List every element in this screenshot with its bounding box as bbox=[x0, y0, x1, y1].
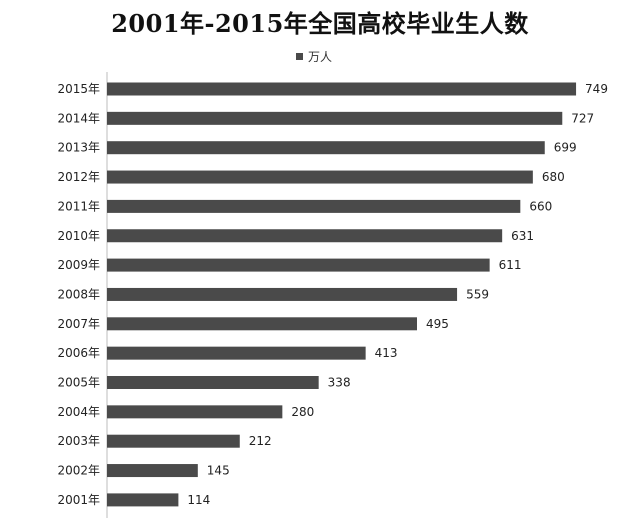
bar bbox=[107, 346, 366, 360]
data-label: 660 bbox=[529, 199, 552, 213]
y-tick-label: 2011年 bbox=[57, 199, 100, 213]
y-tick-label: 2004年 bbox=[57, 405, 100, 419]
y-tick-label: 2009年 bbox=[57, 258, 100, 272]
data-label: 114 bbox=[187, 493, 210, 507]
y-tick-label: 2005年 bbox=[57, 376, 100, 390]
data-label: 699 bbox=[554, 141, 577, 155]
bar bbox=[107, 229, 503, 243]
bar bbox=[107, 434, 240, 448]
data-label: 413 bbox=[375, 346, 398, 360]
bar bbox=[107, 376, 319, 389]
data-label: 727 bbox=[571, 111, 594, 125]
data-label: 145 bbox=[207, 464, 230, 478]
y-tick-label: 2002年 bbox=[57, 464, 100, 478]
bar bbox=[107, 405, 283, 419]
legend: 万人 bbox=[296, 48, 332, 65]
bar bbox=[107, 170, 533, 184]
y-tick-label: 2007年 bbox=[57, 317, 100, 331]
bar bbox=[107, 141, 545, 155]
y-tick-label: 2001年 bbox=[57, 493, 100, 507]
y-tick-label: 2010年 bbox=[57, 229, 100, 243]
bar bbox=[107, 199, 521, 213]
legend-swatch bbox=[296, 53, 303, 60]
data-label: 280 bbox=[291, 405, 314, 419]
y-tick-label: 2006年 bbox=[57, 346, 100, 360]
data-label: 680 bbox=[542, 170, 565, 184]
y-tick-label: 2013年 bbox=[57, 141, 100, 155]
y-tick-label: 2014年 bbox=[57, 111, 100, 125]
data-label: 631 bbox=[511, 229, 534, 243]
y-tick-label: 2003年 bbox=[57, 434, 100, 448]
chart-title: 2001年-2015年全国高校毕业生人数 bbox=[111, 9, 529, 38]
y-tick-label: 2012年 bbox=[57, 170, 100, 184]
data-label: 212 bbox=[249, 434, 272, 448]
data-label: 495 bbox=[426, 317, 449, 331]
bar bbox=[107, 258, 490, 272]
bar bbox=[107, 493, 179, 507]
data-label: 611 bbox=[499, 258, 522, 272]
bar bbox=[107, 287, 458, 301]
bar bbox=[107, 464, 198, 478]
data-label: 559 bbox=[466, 287, 489, 301]
data-label: 338 bbox=[328, 376, 351, 390]
data-label: 749 bbox=[585, 82, 608, 96]
bar bbox=[107, 82, 577, 96]
y-tick-label: 2015年 bbox=[57, 82, 100, 96]
bar bbox=[107, 111, 563, 125]
bar bbox=[107, 317, 417, 331]
y-tick-label: 2008年 bbox=[57, 287, 100, 301]
legend-label: 万人 bbox=[308, 50, 333, 64]
